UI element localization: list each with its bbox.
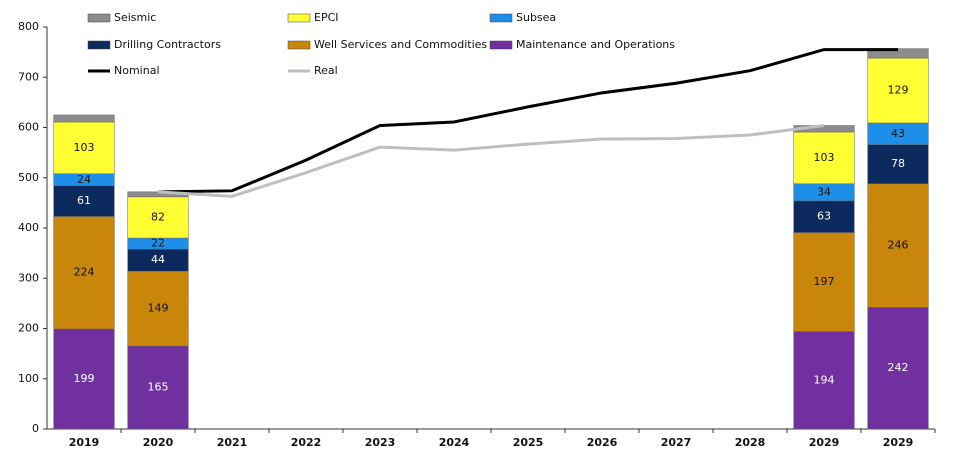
legend-swatch — [489, 40, 513, 50]
bar-segment — [867, 57, 929, 124]
data-label: 103 — [814, 151, 835, 164]
y-tick-label: 700 — [18, 70, 39, 83]
bar-segment — [793, 232, 855, 332]
y-tick-label: 500 — [18, 171, 39, 184]
data-label: 82 — [151, 210, 165, 223]
y-tick-label: 800 — [18, 20, 39, 33]
x-tick-label: 2019 — [69, 436, 100, 449]
bar-segment — [867, 183, 929, 308]
legend-swatch — [489, 13, 513, 23]
legend-label: EPCI — [314, 11, 339, 24]
data-label: 149 — [148, 302, 169, 315]
x-tick-label: 2025 — [513, 436, 544, 449]
data-label: 22 — [151, 237, 165, 250]
bar-segment — [53, 114, 115, 123]
legend-label: Well Services and Commodities — [314, 38, 487, 51]
bar-segment — [53, 216, 115, 330]
x-tick-label: 2029 — [809, 436, 840, 449]
bar-segment — [127, 270, 189, 347]
legend-swatch — [87, 40, 111, 50]
x-tick-label: 2029 — [883, 436, 914, 449]
bar-segment — [793, 331, 855, 430]
legend-swatch — [287, 13, 311, 23]
x-tick-label: 2026 — [587, 436, 618, 449]
legend-swatch — [287, 40, 311, 50]
bar-segment — [53, 185, 115, 217]
x-tick-label: 2024 — [439, 436, 470, 449]
data-label: 197 — [814, 275, 835, 288]
bar-segment — [127, 196, 189, 239]
data-label: 242 — [888, 361, 909, 374]
legend-label: Subsea — [516, 11, 556, 24]
bar-segment — [793, 131, 855, 185]
legend-label: Maintenance and Operations — [516, 38, 675, 51]
data-label: 24 — [77, 173, 91, 186]
x-tick-label: 2022 — [291, 436, 322, 449]
data-label: 34 — [817, 185, 831, 198]
legend-swatch — [87, 13, 111, 23]
bar-segment — [53, 328, 115, 430]
legend-label: Nominal — [114, 64, 160, 77]
data-label: 61 — [77, 194, 91, 207]
y-tick-label: 600 — [18, 121, 39, 134]
y-tick-label: 200 — [18, 322, 39, 335]
data-label: 44 — [151, 253, 165, 266]
line — [157, 48, 898, 194]
x-tick-label: 2027 — [661, 436, 692, 449]
y-tick-label: 0 — [32, 422, 39, 435]
data-label: 43 — [891, 127, 905, 140]
bar-segment — [867, 144, 929, 185]
x-tick-label: 2028 — [735, 436, 766, 449]
data-label: 63 — [817, 210, 831, 223]
bar-segment — [793, 200, 855, 233]
legend-label: Real — [314, 64, 338, 77]
x-tick-label: 2021 — [217, 436, 248, 449]
data-label: 194 — [814, 373, 835, 386]
y-tick-label: 400 — [18, 221, 39, 234]
y-tick-label: 300 — [18, 271, 39, 284]
line — [157, 124, 825, 198]
data-label: 246 — [888, 239, 909, 252]
data-label: 224 — [74, 266, 95, 279]
data-label: 103 — [74, 141, 95, 154]
data-label: 199 — [74, 372, 95, 385]
y-tick-label: 100 — [18, 372, 39, 385]
data-label: 129 — [888, 84, 909, 97]
bar-segment — [127, 345, 189, 430]
legend-label: Drilling Contractors — [114, 38, 221, 51]
legend-label: Seismic — [114, 11, 156, 24]
x-tick-label: 2023 — [365, 436, 396, 449]
bar-segment — [867, 307, 929, 430]
x-tick-label: 2020 — [143, 436, 174, 449]
bar-segment — [53, 121, 115, 174]
data-label: 78 — [891, 157, 905, 170]
data-label: 165 — [148, 381, 169, 394]
